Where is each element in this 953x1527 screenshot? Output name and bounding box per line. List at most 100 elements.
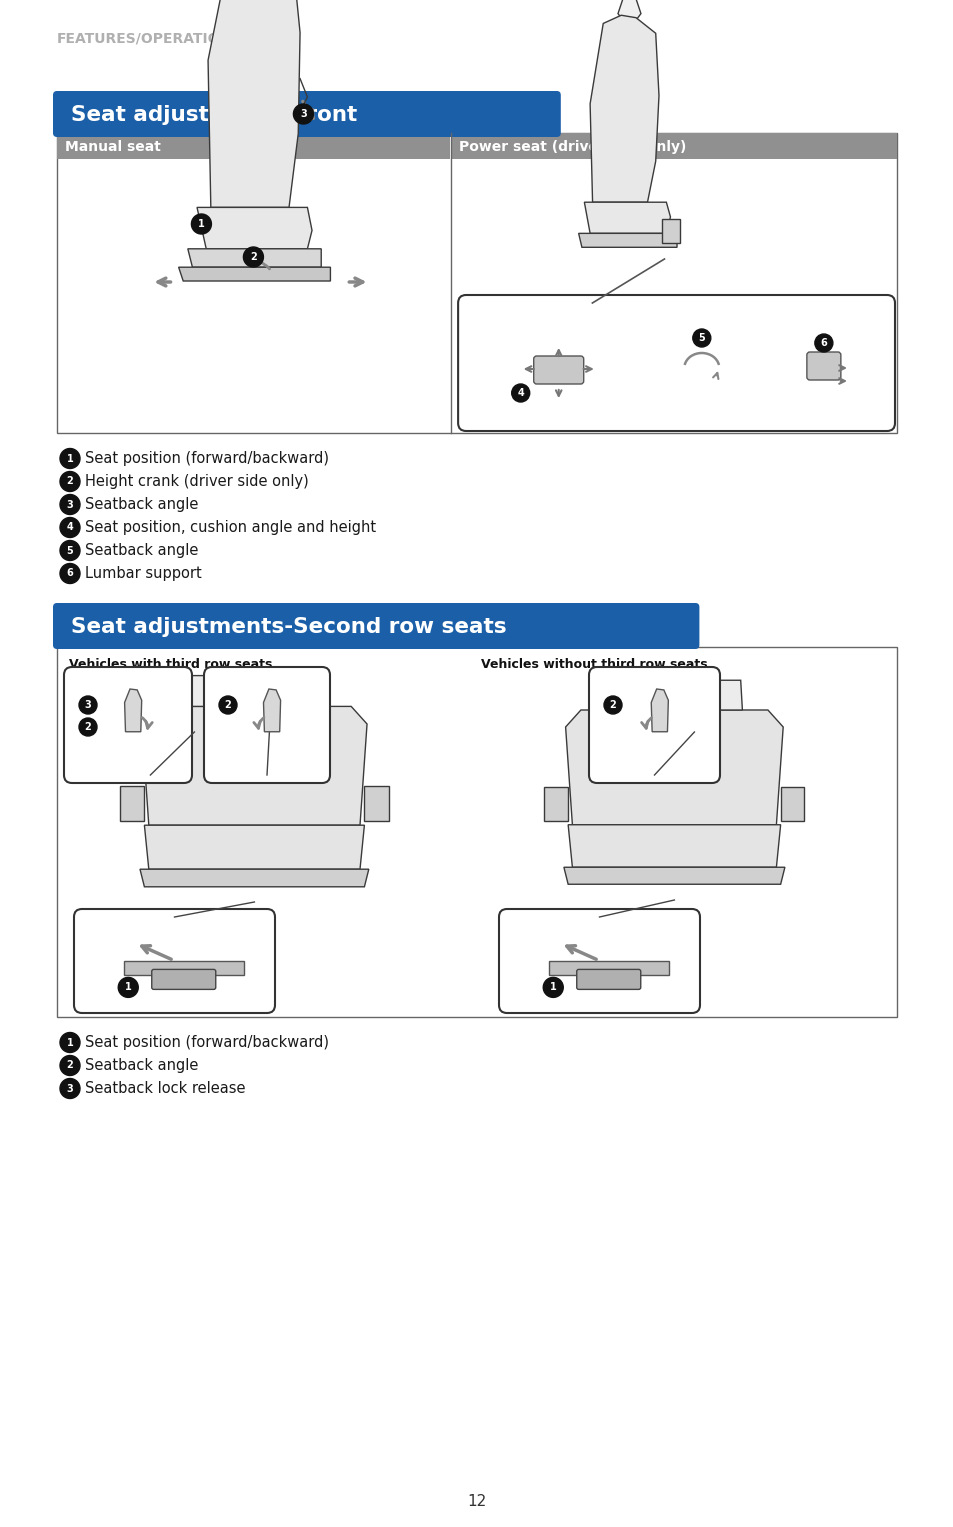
Circle shape <box>60 1055 80 1075</box>
FancyBboxPatch shape <box>806 353 840 380</box>
Text: 3: 3 <box>85 699 91 710</box>
FancyBboxPatch shape <box>74 909 274 1012</box>
Circle shape <box>192 214 212 234</box>
Polygon shape <box>565 710 782 825</box>
Text: FEATURES/OPERATIONS: FEATURES/OPERATIONS <box>57 32 242 46</box>
Circle shape <box>603 696 621 715</box>
Circle shape <box>118 977 138 997</box>
Text: 1: 1 <box>549 982 556 993</box>
Polygon shape <box>197 208 312 249</box>
Text: Vehicles without third row seats: Vehicles without third row seats <box>480 658 707 672</box>
FancyBboxPatch shape <box>53 603 699 649</box>
Text: 1: 1 <box>67 454 73 464</box>
Circle shape <box>692 328 710 347</box>
Text: 2: 2 <box>224 699 232 710</box>
Circle shape <box>60 472 80 492</box>
Circle shape <box>79 718 97 736</box>
Text: Manual seat: Manual seat <box>65 140 161 154</box>
Bar <box>57 647 896 1017</box>
Bar <box>57 133 896 434</box>
Text: Lumbar support: Lumbar support <box>85 567 201 580</box>
Text: 3: 3 <box>67 499 73 510</box>
FancyBboxPatch shape <box>457 295 894 431</box>
Text: 1: 1 <box>67 1037 73 1048</box>
Circle shape <box>511 383 529 402</box>
Polygon shape <box>263 689 280 731</box>
Text: 2: 2 <box>67 476 73 487</box>
Circle shape <box>814 334 832 353</box>
Text: 2: 2 <box>609 699 616 710</box>
Text: Vehicles with third row seats: Vehicles with third row seats <box>69 658 273 672</box>
Text: 4: 4 <box>67 522 73 533</box>
Circle shape <box>60 1032 80 1052</box>
Polygon shape <box>188 249 321 267</box>
Polygon shape <box>140 869 369 887</box>
Text: 12: 12 <box>467 1495 486 1510</box>
Polygon shape <box>125 689 142 731</box>
FancyBboxPatch shape <box>53 92 560 137</box>
Text: Seatback angle: Seatback angle <box>85 496 198 512</box>
Polygon shape <box>568 825 780 867</box>
Text: Height crank (driver side only): Height crank (driver side only) <box>85 473 309 489</box>
FancyBboxPatch shape <box>64 667 192 783</box>
Polygon shape <box>584 202 670 234</box>
Text: 3: 3 <box>300 108 307 119</box>
Text: 4: 4 <box>517 388 523 399</box>
Bar <box>451 133 896 159</box>
Circle shape <box>79 696 97 715</box>
Polygon shape <box>606 680 639 710</box>
Text: 6: 6 <box>67 568 73 579</box>
Text: 6: 6 <box>820 337 826 348</box>
Circle shape <box>219 696 236 715</box>
Polygon shape <box>651 689 668 731</box>
FancyBboxPatch shape <box>533 356 583 383</box>
Polygon shape <box>142 707 367 825</box>
Text: 5: 5 <box>67 545 73 556</box>
Text: Seatback angle: Seatback angle <box>85 1058 198 1073</box>
Polygon shape <box>184 675 219 707</box>
Polygon shape <box>661 218 679 243</box>
Text: 5: 5 <box>698 333 704 344</box>
Polygon shape <box>544 786 568 820</box>
Circle shape <box>60 1078 80 1098</box>
Circle shape <box>60 541 80 560</box>
Text: 2: 2 <box>85 722 91 731</box>
Polygon shape <box>590 15 659 202</box>
Text: Seat adjustments-Second row seats: Seat adjustments-Second row seats <box>71 617 506 637</box>
FancyBboxPatch shape <box>152 970 215 989</box>
Circle shape <box>60 563 80 583</box>
Text: 2: 2 <box>250 252 256 263</box>
Bar <box>57 133 450 159</box>
Bar <box>124 962 244 976</box>
Bar <box>548 962 668 976</box>
FancyBboxPatch shape <box>577 970 640 989</box>
Circle shape <box>60 449 80 469</box>
Polygon shape <box>290 675 324 707</box>
Text: Seat adjustments-Front: Seat adjustments-Front <box>71 105 356 125</box>
Circle shape <box>542 977 562 997</box>
Text: 1: 1 <box>198 218 205 229</box>
Polygon shape <box>208 0 300 208</box>
Circle shape <box>60 518 80 538</box>
Polygon shape <box>144 825 364 869</box>
Text: Seat position (forward/backward): Seat position (forward/backward) <box>85 1035 329 1051</box>
Polygon shape <box>708 680 741 710</box>
FancyBboxPatch shape <box>204 667 330 783</box>
Text: 2: 2 <box>67 1060 73 1070</box>
Polygon shape <box>780 786 803 820</box>
Text: Seatback lock release: Seatback lock release <box>85 1081 245 1096</box>
Text: Seatback angle: Seatback angle <box>85 544 198 557</box>
Text: Power seat (driver side only): Power seat (driver side only) <box>458 140 686 154</box>
Polygon shape <box>618 0 640 20</box>
Polygon shape <box>578 234 677 247</box>
Text: 3: 3 <box>67 1084 73 1093</box>
Text: Seat position (forward/backward): Seat position (forward/backward) <box>85 450 329 466</box>
Polygon shape <box>563 867 784 884</box>
Circle shape <box>60 495 80 515</box>
Text: Seat position, cushion angle and height: Seat position, cushion angle and height <box>85 521 375 534</box>
Polygon shape <box>364 785 389 822</box>
Polygon shape <box>120 785 144 822</box>
Circle shape <box>294 104 314 124</box>
Polygon shape <box>178 267 330 281</box>
Circle shape <box>243 247 263 267</box>
